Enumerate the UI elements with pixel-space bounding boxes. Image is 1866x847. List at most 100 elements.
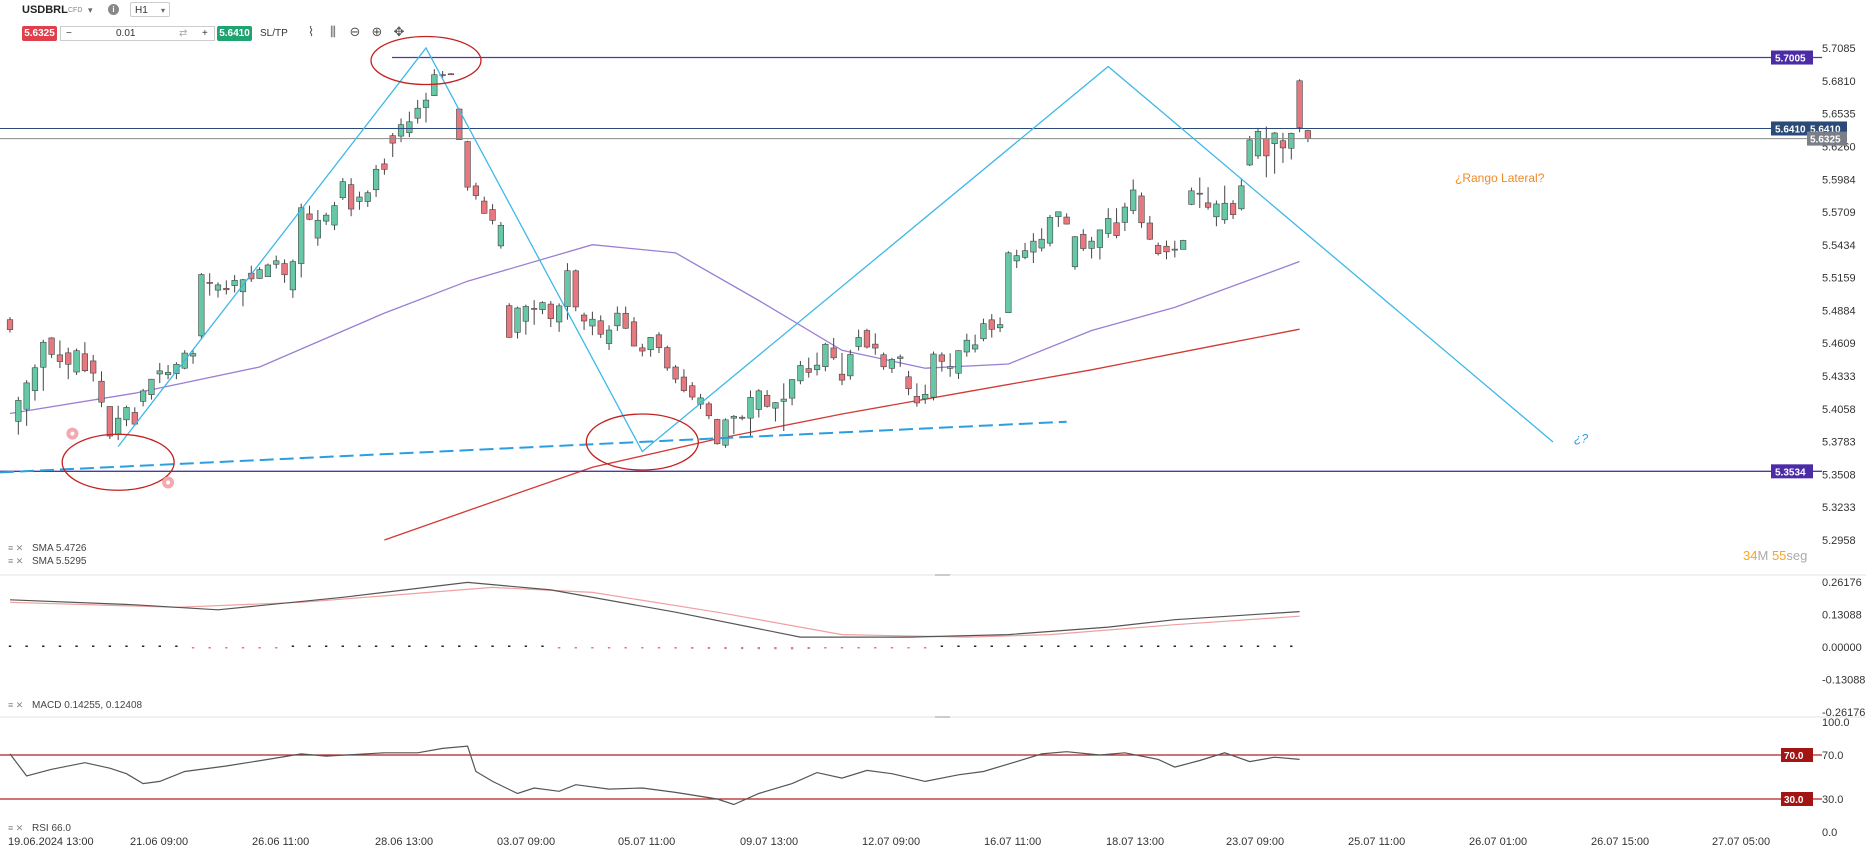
candle-body — [198, 274, 205, 337]
candle — [381, 158, 388, 175]
candle — [705, 401, 712, 420]
candle-body — [622, 312, 629, 329]
macd-histogram-bar — [175, 645, 178, 647]
event-marker-dot — [70, 431, 75, 436]
chevron-down-icon: ▾ — [160, 6, 165, 15]
price-tick-label: 5.4058 — [1822, 404, 1856, 416]
macd-histogram-bar — [790, 647, 794, 650]
zoom-out-icon[interactable]: ⊖ — [349, 24, 361, 39]
macd-histogram-bar — [241, 647, 245, 649]
price-tick-label: 5.5984 — [1822, 174, 1856, 186]
macd-signal-line — [9, 586, 1300, 638]
time-tick-label: 09.07 13:00 — [740, 836, 798, 847]
time-tick-label: 25.07 11:00 — [1348, 836, 1405, 847]
zigzag-drawing[interactable] — [117, 46, 1554, 453]
macd-histogram-bar — [1290, 645, 1293, 647]
candle — [481, 196, 488, 214]
candle-body — [164, 371, 172, 376]
candle — [6, 317, 14, 333]
symbol-dropdown-icon[interactable]: ▾ — [88, 5, 93, 15]
macd-histogram-bar — [1273, 645, 1276, 647]
candle — [589, 311, 596, 336]
candle — [1105, 208, 1112, 238]
swap-icon[interactable]: ⇄ — [179, 28, 188, 39]
buy-button[interactable]: 5.6410 — [217, 26, 252, 41]
candle-body — [1096, 229, 1104, 248]
candle — [988, 314, 995, 338]
candle-body — [81, 353, 88, 372]
candle-body — [156, 370, 163, 375]
macd-histogram-bar — [191, 647, 195, 649]
highlight-ellipse[interactable] — [585, 413, 699, 471]
candle — [1304, 129, 1312, 143]
rsi-legend: RSI 66.0 — [32, 823, 71, 834]
crosshair-icon[interactable]: ✥ — [393, 24, 405, 39]
info-icon[interactable]: i — [108, 4, 119, 15]
dashed-trendline[interactable] — [0, 420, 1067, 474]
macd-histogram-bar — [641, 647, 644, 649]
candle-body — [838, 373, 846, 381]
candle — [1196, 177, 1203, 208]
quantity-stepper[interactable]: − 0.01 ⇄ + — [60, 26, 215, 41]
sltp-button[interactable]: SL/TP — [260, 28, 288, 39]
plus-icon[interactable]: + — [202, 28, 208, 39]
rsi-tick-label: 0.0 — [1822, 827, 1837, 839]
candle — [1263, 126, 1270, 178]
candle-body — [106, 406, 113, 437]
candle — [996, 317, 1004, 333]
highlight-ellipse[interactable] — [61, 433, 175, 491]
macd-histogram-bar — [25, 645, 28, 647]
macd-histogram-bar — [524, 645, 528, 647]
symbol-name[interactable]: USDBRL — [22, 4, 68, 16]
sma-slow-legend: SMA 5.5295 — [32, 556, 87, 567]
candle-body — [339, 181, 346, 199]
candle — [431, 69, 438, 97]
time-tick-label: 26.06 11:00 — [252, 836, 309, 847]
macd-histogram-bar — [724, 647, 727, 650]
candle-body — [1246, 139, 1253, 166]
quantity-value[interactable]: 0.01 — [116, 28, 136, 39]
candles-icon[interactable]: ⫼ — [330, 24, 336, 39]
highlight-ellipse[interactable] — [370, 35, 482, 86]
chart-toolbar: USDBRL CFD ▾ i H1 ▾ 5.6325 − 0.01 ⇄ + 5.6… — [0, 0, 700, 46]
candle-body — [547, 303, 554, 320]
line-chart-icon[interactable]: ⌇ — [307, 24, 315, 39]
candle — [273, 255, 280, 269]
candle — [722, 418, 729, 448]
minus-icon[interactable]: − — [66, 28, 72, 39]
candle — [164, 364, 172, 380]
time-tick-label: 26.07 15:00 — [1591, 836, 1649, 847]
candle — [1071, 236, 1079, 270]
candle — [522, 304, 529, 335]
candle — [348, 178, 355, 217]
timeframe-select[interactable]: H1 ▾ — [130, 2, 170, 17]
candle — [788, 379, 796, 406]
zoom-in-icon[interactable]: ⊕ — [371, 24, 383, 39]
macd-histogram-bar — [940, 645, 944, 647]
candles — [6, 69, 1312, 448]
candle-body — [922, 394, 929, 400]
ask-price-label-bg — [1771, 121, 1813, 136]
candle — [580, 312, 588, 330]
candle-body — [930, 353, 937, 398]
candle — [497, 222, 504, 249]
candle — [331, 202, 338, 231]
macd-histogram-bar — [441, 645, 444, 647]
candle-body — [1171, 248, 1178, 251]
macd-tick-label: 0.26176 — [1822, 577, 1862, 589]
sell-button[interactable]: 5.6325 — [22, 26, 57, 41]
candle-body — [314, 219, 321, 239]
candle-body — [256, 269, 263, 279]
panel-labels: ≡ ✕ SMA 5.4726 ≡ ✕ SMA 5.5295 ≡ ✕ MACD 0.1425… — [8, 543, 143, 834]
candle-body — [539, 302, 546, 310]
time-tick-label: 16.07 11:00 — [984, 836, 1041, 847]
macd-histogram-bar — [607, 647, 611, 649]
candle-body — [1013, 255, 1020, 262]
rsi-tick-label: 30.0 — [1822, 794, 1843, 806]
candle-body — [664, 347, 671, 369]
candle — [797, 360, 804, 385]
chart-tools: ⌇ ⫼ ⊖ ⊕ ✥ — [300, 24, 410, 40]
candle — [539, 301, 546, 315]
candle — [1080, 229, 1087, 251]
